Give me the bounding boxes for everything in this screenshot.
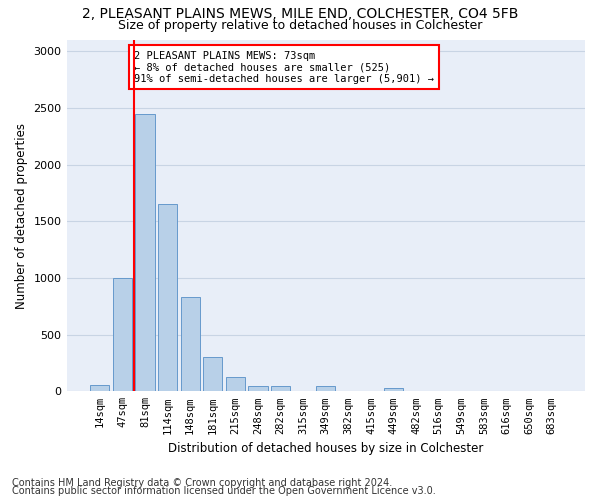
Bar <box>113 278 132 392</box>
Bar <box>158 204 177 392</box>
Bar <box>316 386 335 392</box>
Bar <box>248 386 268 392</box>
Bar <box>384 388 403 392</box>
Bar <box>271 386 290 392</box>
Text: 2, PLEASANT PLAINS MEWS, MILE END, COLCHESTER, CO4 5FB: 2, PLEASANT PLAINS MEWS, MILE END, COLCH… <box>82 8 518 22</box>
Bar <box>90 385 109 392</box>
Text: Contains public sector information licensed under the Open Government Licence v3: Contains public sector information licen… <box>12 486 436 496</box>
Y-axis label: Number of detached properties: Number of detached properties <box>15 122 28 308</box>
Text: Size of property relative to detached houses in Colchester: Size of property relative to detached ho… <box>118 18 482 32</box>
Bar <box>136 114 155 392</box>
Text: Contains HM Land Registry data © Crown copyright and database right 2024.: Contains HM Land Registry data © Crown c… <box>12 478 392 488</box>
Bar <box>203 356 223 392</box>
Bar <box>226 376 245 392</box>
X-axis label: Distribution of detached houses by size in Colchester: Distribution of detached houses by size … <box>168 442 484 455</box>
Bar <box>181 297 200 392</box>
Text: 2 PLEASANT PLAINS MEWS: 73sqm
← 8% of detached houses are smaller (525)
91% of s: 2 PLEASANT PLAINS MEWS: 73sqm ← 8% of de… <box>134 50 434 84</box>
